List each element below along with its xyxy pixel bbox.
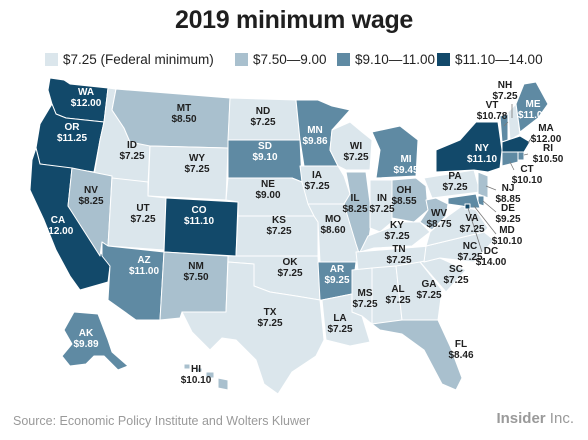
state-NJ[interactable] xyxy=(477,171,489,199)
label-CO: CO $11.10 xyxy=(184,205,214,227)
label-MS: MS $7.25 xyxy=(352,288,377,310)
state-DC[interactable] xyxy=(464,203,471,210)
label-VA: VA $7.25 xyxy=(459,213,484,235)
label-VT: VT $10.78 xyxy=(477,100,508,122)
map-title: 2019 minimum wage xyxy=(174,6,414,34)
state-WI[interactable] xyxy=(329,121,373,171)
label-AZ: AZ $11.00 xyxy=(129,255,159,277)
label-MD: MD $10.10 xyxy=(492,225,523,247)
label-OH: OH $8.55 xyxy=(391,185,416,207)
label-KY: KY $7.25 xyxy=(384,220,409,242)
legend: $7.25 (Federal minimum) $7.50—9.00 $9.10… xyxy=(45,50,585,70)
legend-swatch xyxy=(437,52,450,66)
label-ID: ID $7.25 xyxy=(119,140,144,162)
legend-item-range-3: $11.10—14.00 xyxy=(437,50,543,68)
label-NE: NE $9.00 xyxy=(255,179,280,201)
state-TX[interactable] xyxy=(181,261,325,395)
state-MI[interactable] xyxy=(371,125,419,179)
state-AZ[interactable] xyxy=(101,241,165,321)
label-NV: NV $8.25 xyxy=(78,185,103,207)
state-IN[interactable] xyxy=(369,179,393,233)
label-MA: MA $12.00 xyxy=(531,123,562,145)
label-LA: LA $7.25 xyxy=(327,313,352,335)
legend-item-federal: $7.25 (Federal minimum) xyxy=(45,50,214,68)
state-HI[interactable] xyxy=(183,363,229,391)
label-DC: DC $14.00 xyxy=(476,246,507,268)
label-SC: SC $7.25 xyxy=(443,264,468,286)
label-GA: GA $7.25 xyxy=(416,279,441,301)
label-MI: MI $9.45 xyxy=(393,154,418,176)
label-WY: WY $7.25 xyxy=(184,153,209,175)
state-GA[interactable] xyxy=(395,261,443,321)
brand-name: Insider xyxy=(496,410,546,427)
label-TX: TX $7.25 xyxy=(257,307,282,329)
legend-item-range-2: $9.10—11.00 xyxy=(337,50,435,68)
state-NY[interactable] xyxy=(435,121,503,173)
label-IA: IA $7.25 xyxy=(304,170,329,192)
label-NM: NM $7.50 xyxy=(183,261,208,283)
label-AK: AK $9.89 xyxy=(73,328,98,350)
label-OK: OK $7.25 xyxy=(277,257,302,279)
label-ME: ME $11.00 xyxy=(518,99,548,121)
label-PA: PA $7.25 xyxy=(442,171,467,193)
state-AK[interactable] xyxy=(61,311,129,371)
source-note: Source: Economic Policy Institute and Wo… xyxy=(13,414,311,428)
label-CA: CA $12.00 xyxy=(43,215,74,237)
label-HI: HI $10.10 xyxy=(181,364,212,386)
label-DE: DE $9.25 xyxy=(495,203,520,225)
label-RI: RI $10.50 xyxy=(533,143,564,165)
label-TN: TN $7.25 xyxy=(386,244,411,266)
label-WI: WI $7.25 xyxy=(343,141,368,163)
label-WV: WV $8.75 xyxy=(426,208,451,230)
label-MT: MT $8.50 xyxy=(171,103,196,125)
legend-label: $7.50—9.00 xyxy=(253,51,327,67)
legend-label: $7.25 (Federal minimum) xyxy=(63,51,214,67)
label-FL: FL $8.46 xyxy=(448,339,473,361)
legend-label: $9.10—11.00 xyxy=(355,51,436,67)
label-NJ: NJ $8.85 xyxy=(495,183,520,205)
label-SD: SD $9.10 xyxy=(252,141,277,163)
label-UT: UT $7.25 xyxy=(130,203,155,225)
legend-item-range-1: $7.50—9.00 xyxy=(235,50,327,68)
label-MO: MO $8.60 xyxy=(320,214,345,236)
label-NY: NY $11.10 xyxy=(467,143,497,165)
label-IL: IL $8.25 xyxy=(342,193,367,215)
state-MA[interactable] xyxy=(501,135,531,153)
state-FL[interactable] xyxy=(371,319,463,391)
label-WA: WA $12.00 xyxy=(71,87,102,109)
state-VA[interactable] xyxy=(425,205,489,247)
label-KS: KS $7.25 xyxy=(266,215,291,237)
label-NC: NC $7.25 xyxy=(457,241,482,263)
legend-swatch xyxy=(337,52,350,66)
label-AL: AL $7.25 xyxy=(385,284,410,306)
brand-logo: Insider Inc. xyxy=(496,410,574,427)
label-OR: OR $11.25 xyxy=(57,122,87,144)
label-IN: IN $7.25 xyxy=(369,193,394,215)
state-WV[interactable] xyxy=(419,197,449,231)
legend-swatch xyxy=(235,52,248,66)
legend-swatch xyxy=(45,52,58,66)
label-NH: NH $7.25 xyxy=(492,80,517,102)
state-RI[interactable] xyxy=(517,151,525,161)
label-MN: MN $9.86 xyxy=(302,125,327,147)
state-CT[interactable] xyxy=(501,151,519,167)
state-MD[interactable] xyxy=(447,193,481,209)
label-AR: AR $9.25 xyxy=(324,264,349,286)
state-ME[interactable] xyxy=(515,81,549,133)
state-KS[interactable] xyxy=(235,215,319,257)
legend-label: $11.10—14.00 xyxy=(455,51,543,67)
state-MS[interactable] xyxy=(351,267,373,325)
label-CT: CT $10.10 xyxy=(512,164,543,186)
brand-suffix: Inc. xyxy=(545,410,574,427)
label-ND: ND $7.25 xyxy=(250,106,275,128)
